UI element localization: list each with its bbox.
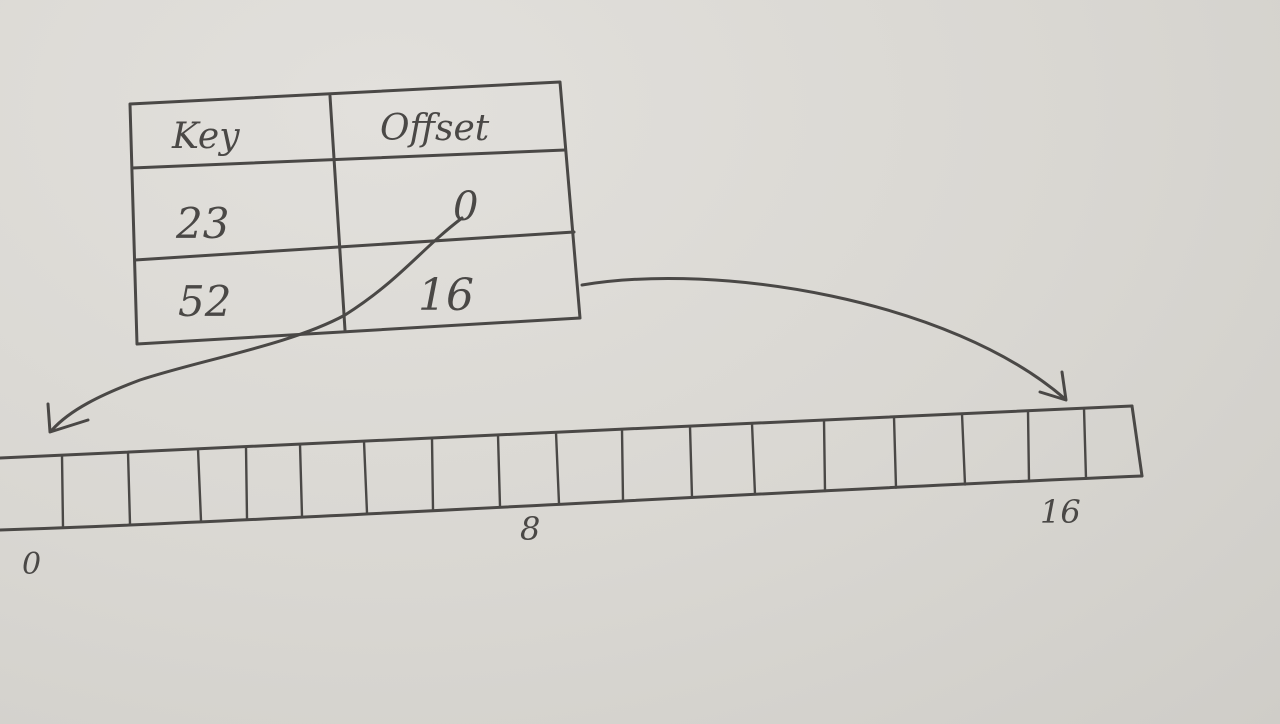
array-top-edge — [0, 404, 1134, 460]
row-1-key: 23 — [175, 199, 229, 248]
array-cell-dividers — [60, 407, 1088, 529]
table-header-divider — [130, 148, 567, 170]
arrow-offset-16-head — [1038, 370, 1068, 402]
array-index-16: 16 — [1040, 493, 1081, 531]
table-row-divider — [133, 230, 576, 262]
row-2-key: 52 — [178, 277, 231, 326]
array-cell-divider — [620, 428, 625, 502]
arrow-offset-0 — [50, 216, 464, 432]
row-2-offset: 16 — [418, 270, 474, 321]
array-cell-divider — [362, 440, 369, 514]
arrow-offset-0-head — [46, 402, 90, 434]
array-cell-divider — [1026, 409, 1031, 483]
array-cell-divider — [496, 433, 502, 508]
array-cell-divider — [1082, 407, 1088, 480]
byte-array: 0 8 16 — [0, 404, 1144, 582]
array-cell-divider — [126, 450, 132, 526]
pointer-arrows — [46, 216, 1068, 434]
array-cell-divider — [688, 425, 694, 499]
array-bottom-edge — [0, 474, 1144, 532]
array-cell-divider — [196, 447, 203, 522]
array-cell-divider — [298, 443, 304, 517]
index-table: Key Offset 23 0 52 16 — [128, 80, 582, 346]
array-cell-divider — [822, 418, 827, 493]
array-right-edge — [1130, 404, 1144, 478]
array-cell-divider — [60, 454, 65, 529]
arrow-offset-16 — [580, 277, 1066, 400]
header-key: Key — [171, 116, 240, 157]
array-cell-divider — [750, 422, 757, 496]
header-offset: Offset — [380, 108, 490, 149]
array-cell-divider — [244, 445, 249, 520]
table-border — [128, 80, 582, 346]
table-column-divider — [328, 94, 347, 332]
array-index-8: 8 — [520, 510, 540, 548]
array-cell-divider — [430, 437, 435, 511]
array-cell-divider — [960, 412, 967, 486]
array-cell-divider — [892, 415, 898, 489]
array-cell-divider — [554, 431, 561, 505]
array-index-0: 0 — [22, 547, 41, 582]
